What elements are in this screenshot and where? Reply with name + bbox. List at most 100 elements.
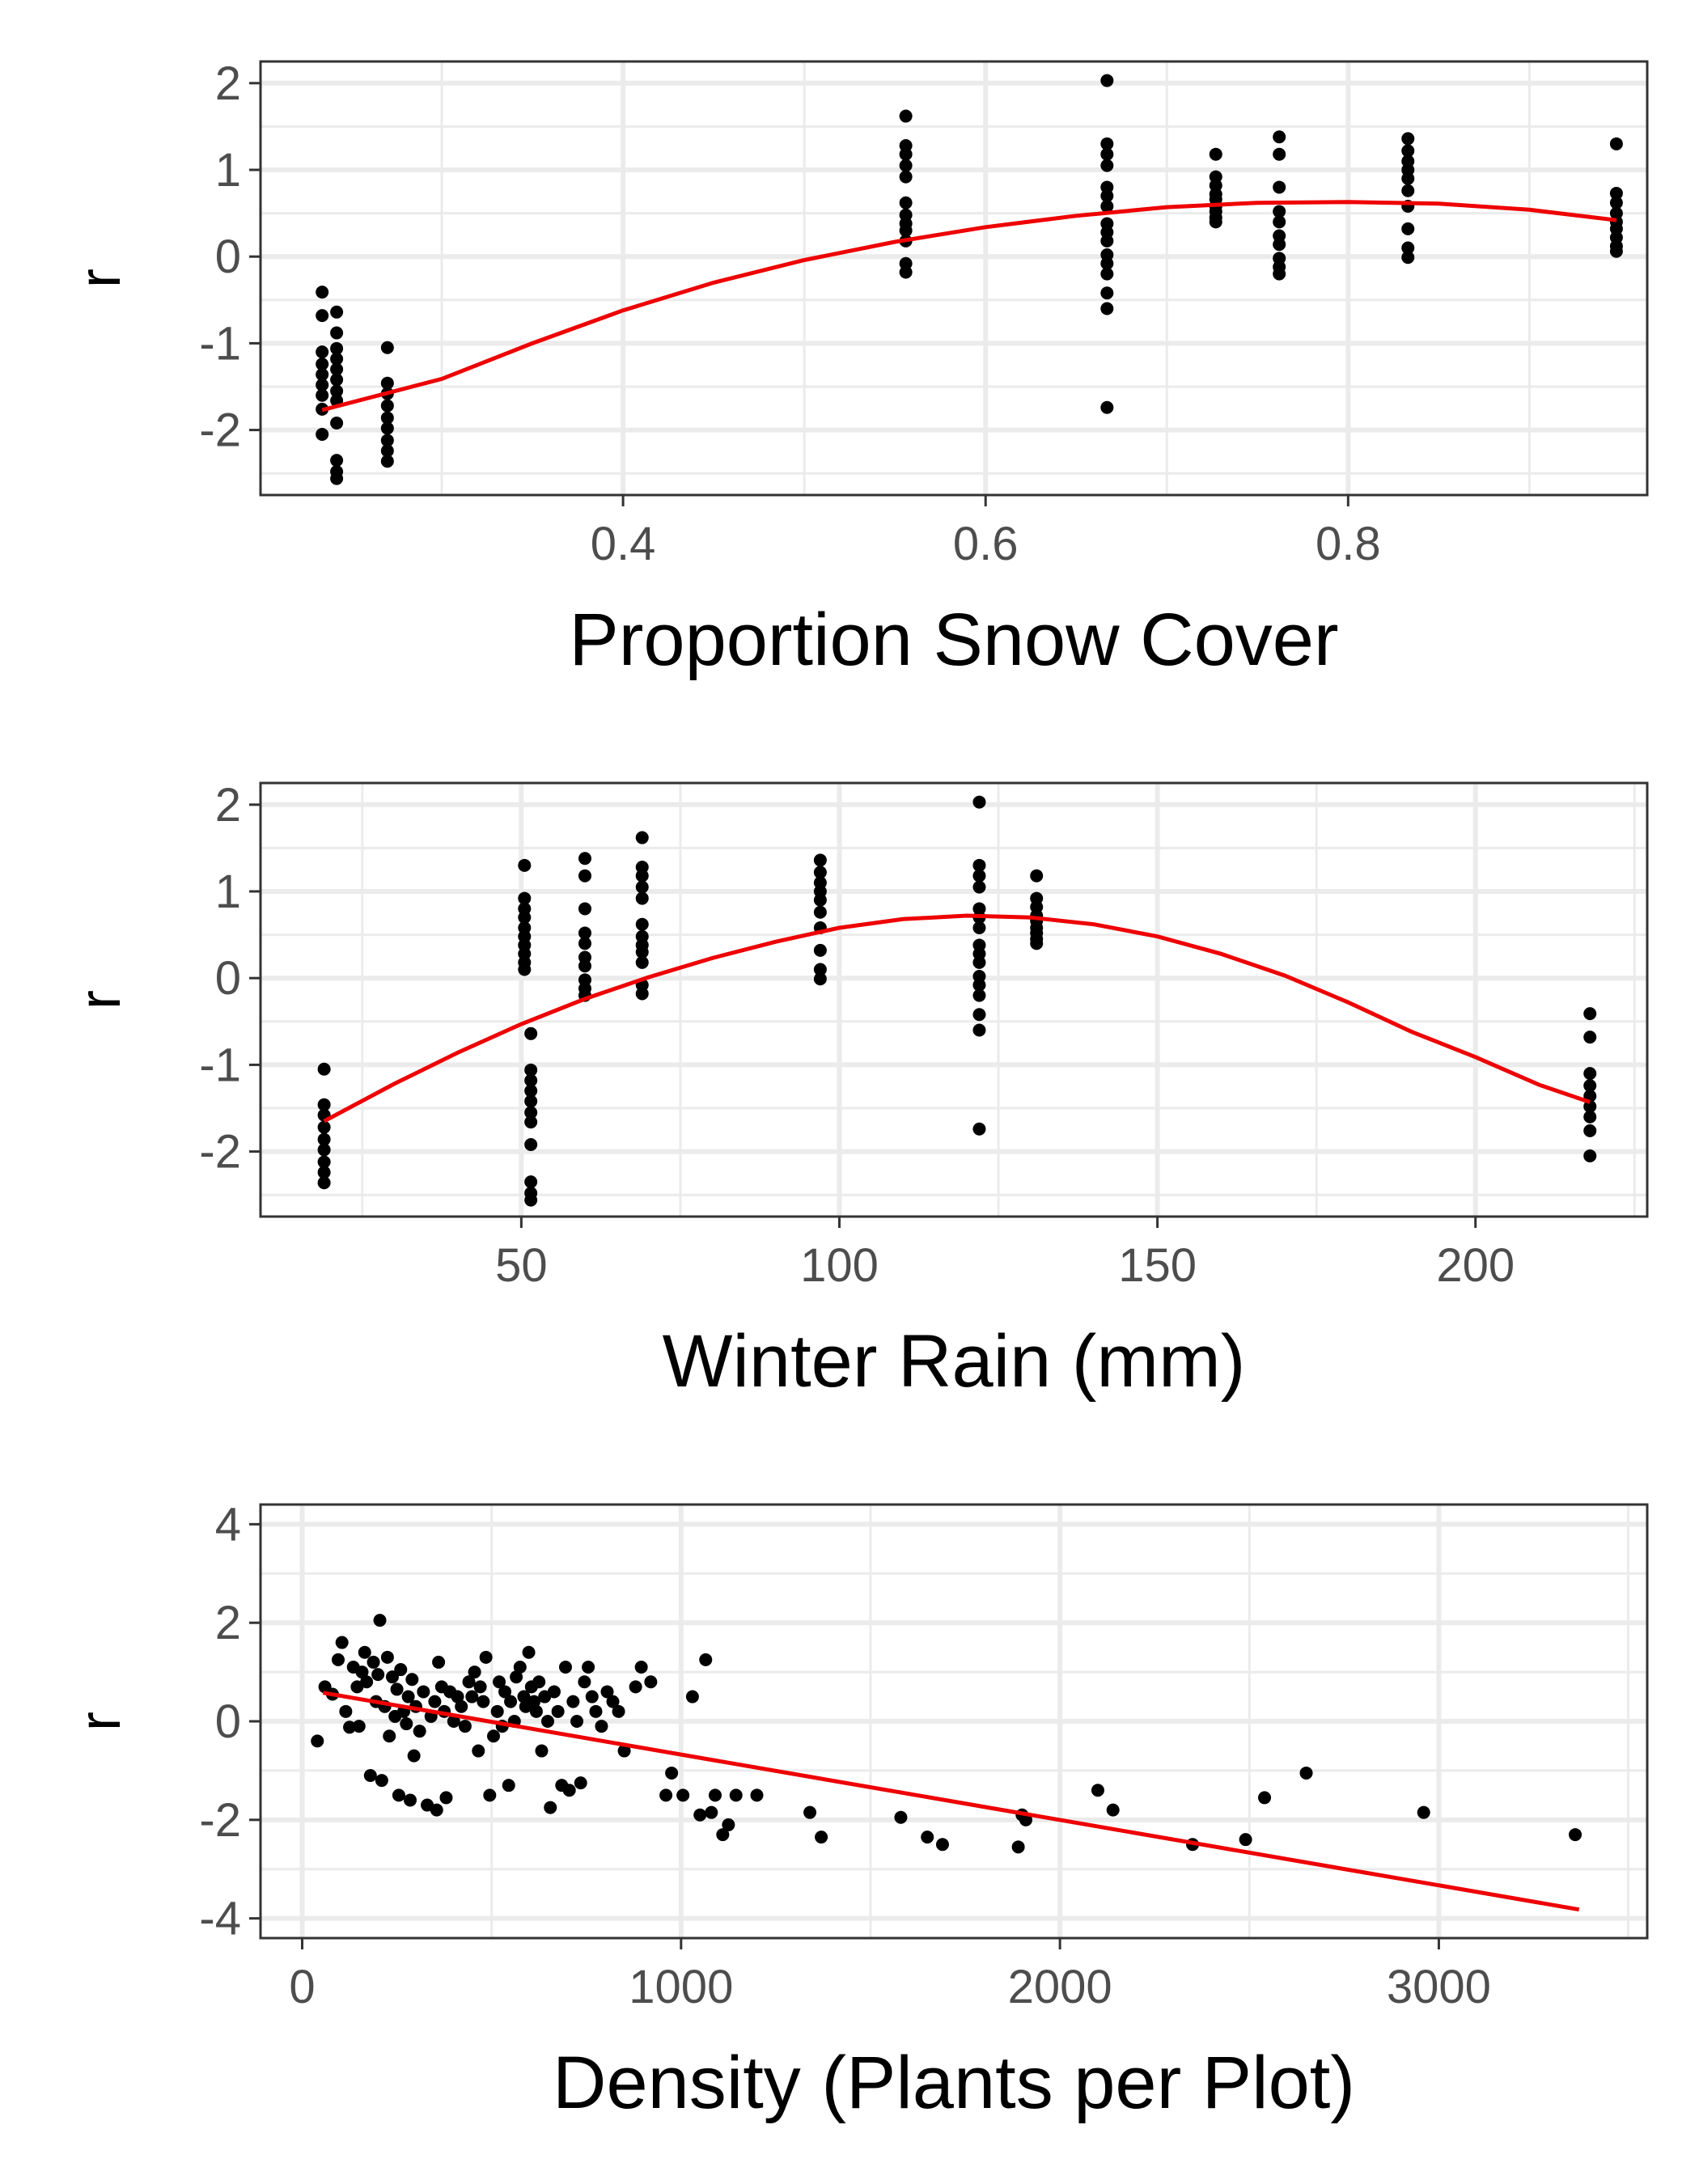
data-point: [380, 421, 394, 435]
data-point: [380, 455, 394, 468]
data-point: [1583, 1079, 1597, 1093]
data-point: [899, 159, 913, 172]
snow-cover-fit-line: [321, 200, 1617, 413]
data-point: [1583, 1149, 1597, 1162]
data-point: [375, 1774, 388, 1788]
y-tick-label: -1: [199, 1039, 241, 1091]
data-point: [578, 869, 591, 882]
density-grid: [261, 1505, 1647, 1938]
snow-cover-points: [316, 74, 1623, 485]
data-point: [813, 866, 827, 879]
data-point: [524, 1063, 538, 1077]
data-point: [1100, 200, 1114, 214]
data-point: [1609, 196, 1623, 210]
data-point: [493, 1675, 506, 1689]
data-point: [355, 1666, 369, 1679]
data-point: [578, 937, 591, 950]
data-point: [1100, 286, 1114, 300]
data-point: [1239, 1833, 1252, 1847]
data-point: [578, 926, 591, 940]
data-point: [330, 362, 344, 376]
y-tick-label: 2: [215, 779, 241, 832]
data-point: [330, 454, 344, 468]
data-point: [899, 224, 913, 238]
data-point: [606, 1695, 620, 1708]
data-point: [1209, 215, 1222, 229]
data-point: [330, 352, 344, 366]
data-point: [589, 1704, 603, 1718]
data-point: [380, 399, 394, 413]
data-point: [385, 1670, 399, 1684]
y-tick-label: 2: [215, 1597, 241, 1649]
snow-cover-panel-border: [259, 60, 1649, 497]
data-point: [462, 1675, 476, 1689]
data-point: [813, 853, 827, 867]
density-points: [311, 1614, 1582, 1854]
data-point: [1609, 244, 1623, 258]
data-point: [524, 1106, 538, 1120]
data-point: [547, 1685, 561, 1699]
data-point: [1273, 180, 1286, 194]
data-point: [635, 891, 649, 905]
data-point: [383, 1729, 396, 1743]
data-point: [1100, 189, 1114, 203]
snow-cover-y-axis-title: r: [68, 269, 133, 288]
data-point: [483, 1788, 497, 1802]
y-tick-label: 2: [215, 57, 241, 110]
data-point: [635, 946, 649, 959]
data-point: [972, 988, 986, 1002]
data-point: [513, 1661, 527, 1674]
data-point: [498, 1685, 512, 1699]
data-point: [578, 902, 591, 916]
data-point: [317, 1120, 331, 1134]
snow-cover-x-axis-title: Proportion Snow Cover: [569, 599, 1338, 681]
data-point: [1401, 171, 1415, 185]
data-point: [518, 858, 532, 872]
data-point: [455, 1699, 468, 1713]
data-point: [899, 147, 913, 161]
data-point: [574, 1776, 587, 1790]
data-point: [522, 1645, 536, 1659]
data-point: [535, 1744, 549, 1758]
data-point: [332, 1653, 345, 1666]
data-point: [473, 1680, 487, 1694]
data-point: [317, 1098, 331, 1111]
data-point: [972, 955, 986, 969]
y-tick-label: -2: [199, 1126, 241, 1179]
data-point: [894, 1810, 908, 1824]
data-point: [972, 1023, 986, 1037]
data-point: [629, 1680, 642, 1694]
data-point: [1583, 1124, 1597, 1137]
data-point: [371, 1668, 385, 1682]
data-point: [524, 1193, 538, 1207]
data-point: [921, 1831, 934, 1844]
data-point: [562, 1784, 576, 1797]
data-point: [1100, 137, 1114, 150]
data-point: [1299, 1766, 1313, 1780]
y-tick-label: 1: [215, 144, 241, 197]
winter-rain-x-axis-title: Winter Rain (mm): [663, 1320, 1246, 1403]
data-point: [972, 978, 986, 992]
snow-cover-grid: [261, 61, 1647, 495]
data-point: [612, 1704, 625, 1718]
data-point: [813, 972, 827, 986]
data-point: [407, 1749, 421, 1763]
data-point: [479, 1650, 493, 1664]
data-point: [578, 959, 591, 973]
data-point: [1401, 222, 1415, 235]
snow-cover-panel: 0.4 0.6 0.8 -2 -1 0 1 2 Proportion Snow Cover r: [68, 57, 1649, 681]
data-point: [316, 378, 329, 392]
data-point: [813, 905, 827, 919]
data-point: [617, 1744, 631, 1758]
data-point: [380, 411, 394, 425]
data-point: [330, 417, 344, 430]
data-point: [659, 1788, 673, 1802]
data-point: [544, 1801, 557, 1814]
data-point: [524, 1138, 538, 1152]
data-point: [400, 1717, 413, 1731]
data-point: [540, 1715, 554, 1728]
data-point: [316, 286, 329, 299]
data-point: [510, 1670, 523, 1684]
data-point: [317, 1132, 331, 1146]
